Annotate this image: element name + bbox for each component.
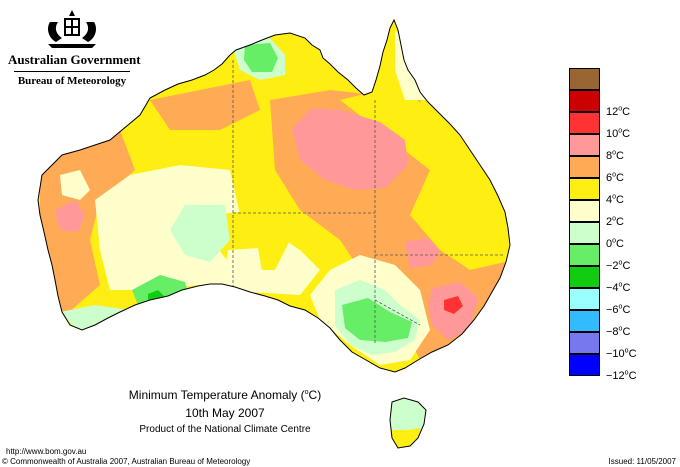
bureau-name: Bureau of Meteorology — [17, 75, 127, 87]
legend-swatch — [569, 200, 600, 222]
issued-date: Issued: 11/05/2007 — [608, 457, 676, 466]
legend-label: 10oC — [606, 127, 631, 140]
legend-label: 2oC — [606, 215, 624, 228]
legend-swatch — [569, 288, 600, 310]
government-name: Australian Government — [8, 52, 141, 67]
legend-swatch — [569, 244, 600, 266]
legend-label: 8oC — [606, 149, 624, 162]
legend-label: −8oC — [606, 325, 631, 338]
copyright-notice: © Commonwealth of Australia 2007, Austra… — [2, 457, 251, 466]
legend-swatch — [569, 332, 600, 354]
legend-label: 4oC — [606, 193, 624, 206]
legend-label: 6oC — [606, 171, 624, 184]
legend-swatch — [569, 354, 600, 376]
map-title: Minimum Temperature Anomaly (oC) — [128, 388, 322, 402]
legend-swatch — [569, 266, 600, 288]
legend-label: −4oC — [606, 281, 631, 294]
legend-swatch — [569, 90, 600, 112]
legend-label: 12oC — [606, 105, 631, 118]
agency-logo-block: Australian Government Bureau of Meteorol… — [8, 8, 141, 87]
legend-swatch — [569, 178, 600, 200]
legend-label: 0oC — [606, 237, 624, 250]
legend-label: −6oC — [606, 303, 631, 316]
legend-label: −2oC — [606, 259, 631, 272]
legend-swatch — [569, 310, 600, 332]
legend-swatch — [569, 156, 600, 178]
legend-swatch — [569, 134, 600, 156]
divider — [14, 71, 130, 72]
legend-swatch — [569, 68, 600, 90]
coat-of-arms-icon — [48, 10, 96, 48]
map-subtitle: Product of the National Climate Centre — [139, 424, 311, 435]
legend-label: −10oC — [606, 347, 637, 360]
map-title-block: Minimum Temperature Anomaly (oC) 10th Ma… — [100, 388, 350, 435]
map-date: 10th May 2007 — [185, 406, 265, 420]
legend-label: −12oC — [606, 369, 637, 382]
legend-swatch — [569, 222, 600, 244]
website-link[interactable]: http://www.bom.gov.au — [6, 447, 87, 456]
legend-swatch — [569, 112, 600, 134]
